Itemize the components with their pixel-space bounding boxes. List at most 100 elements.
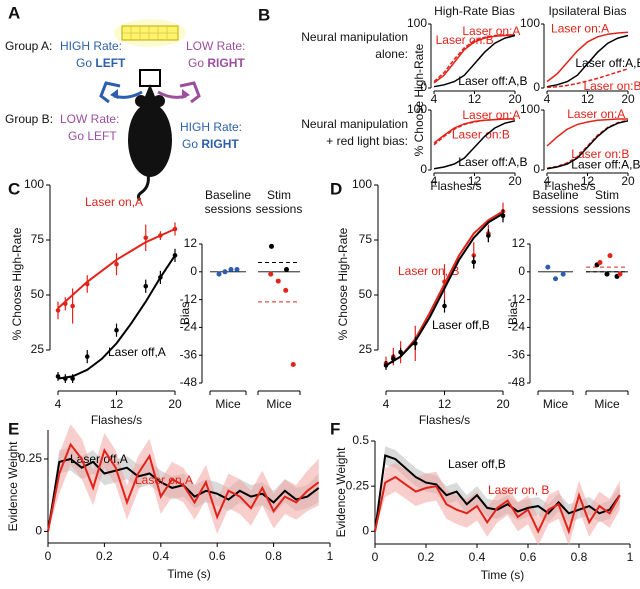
x-tick-label: 0.2 [96, 549, 113, 563]
fit-line [385, 212, 504, 367]
column-title: Ipsilateral Bias [548, 4, 626, 18]
x-axis-label: Flashes/s [544, 179, 595, 193]
y-tick-label: 0 [420, 80, 427, 94]
x-axis-label: Flashes/s [419, 413, 470, 427]
x-axis-label: Flashes/s [430, 179, 481, 193]
bias-point [216, 271, 222, 277]
y-tick-label: 100 [407, 102, 427, 116]
legend-label: Laser off,B [448, 457, 506, 471]
row-label: Neural manipulation [301, 117, 408, 131]
data-point [486, 233, 491, 238]
go: Go [182, 137, 198, 151]
group-title: sessions [532, 202, 579, 216]
x-tick-label: 12 [110, 397, 124, 411]
x-tick-label: 4 [544, 174, 551, 188]
direction: RIGHT [207, 56, 245, 70]
y-axis-label: % Choose High-Rate [412, 43, 426, 156]
y-tick-label: 50 [359, 287, 373, 301]
bias-point [607, 253, 613, 259]
legend-label: Laser off:A,B [458, 74, 527, 88]
y-tick-label: 0 [533, 80, 540, 94]
curve [546, 34, 629, 88]
y-tick-label: -24 [180, 320, 198, 334]
y-axis-label: Evidence Weight [334, 447, 348, 537]
bias-point [604, 271, 610, 277]
group-x-label: Mice [543, 397, 569, 411]
data-point [442, 303, 447, 309]
data-point [172, 226, 178, 232]
group-x-label: Mice [266, 397, 292, 411]
data-point [70, 376, 75, 381]
group-label: Group A: [5, 39, 52, 53]
y-tick-label: 12 [184, 236, 198, 250]
x-tick-label: 12 [581, 174, 595, 188]
data-point [55, 374, 61, 379]
data-point [412, 341, 418, 346]
bias-point [228, 266, 234, 272]
group-title: sessions [256, 202, 303, 216]
row-label: Neural manipulation [301, 30, 408, 44]
y-tick-label: 0 [518, 264, 525, 278]
data-point [55, 308, 61, 313]
x-axis-label: Time (s) [481, 568, 525, 582]
weight-line [374, 454, 621, 532]
row-label: alone: [375, 47, 408, 61]
y-tick-label: 0 [533, 162, 540, 176]
y-tick-label: 0 [420, 162, 427, 176]
legend-label: Laser on, B [398, 264, 459, 278]
rule-text: LOW Rate: [60, 112, 119, 126]
x-tick-label: 0.6 [520, 550, 537, 564]
curve [546, 31, 629, 83]
y-tick-label: 0 [362, 524, 369, 538]
y-tick-label: -36 [180, 347, 198, 361]
direction: LEFT [87, 129, 117, 143]
y-tick-label: 75 [359, 232, 373, 246]
legend-label: Laser off:A,B [571, 157, 640, 171]
data-point [114, 261, 119, 267]
data-point [442, 279, 447, 285]
x-tick-label: 4 [431, 92, 438, 106]
legend-label: Laser on:A [567, 107, 625, 121]
legend-label: Laser off,B [432, 318, 490, 332]
y-tick-label: -48 [508, 375, 526, 389]
x-tick-label: 20 [508, 174, 522, 188]
y-tick-label: 100 [24, 177, 44, 191]
x-tick-label: 20 [496, 397, 510, 411]
x-tick-label: 0 [372, 550, 379, 564]
y-tick-label: -12 [180, 292, 198, 306]
x-tick-label: 20 [621, 174, 635, 188]
y-axis-label: Evidence Weight [6, 441, 20, 531]
curve [546, 118, 628, 147]
bias-point [560, 271, 566, 277]
data-point [391, 356, 396, 362]
x-tick-label: 12 [468, 92, 482, 106]
data-point [500, 213, 506, 219]
group-title: sessions [205, 202, 252, 216]
y-tick-label: 0.25 [19, 451, 43, 465]
x-tick-label: 12 [468, 174, 482, 188]
y-tick-label: 0.25 [346, 478, 370, 492]
x-tick-label: 0.4 [152, 549, 169, 563]
y-tick-label: -12 [508, 292, 526, 306]
data-point [158, 275, 163, 280]
x-axis-label: Time (s) [167, 567, 211, 581]
legend-label: Laser on,A [135, 473, 193, 487]
rule-text: HIGH Rate: [180, 120, 242, 134]
rule-text: Go LEFT [68, 129, 117, 143]
y-tick-label: 100 [407, 16, 427, 30]
data-point [158, 233, 163, 238]
y-tick-label: 100 [520, 102, 540, 116]
y-axis-label: % Choose High-Rate [10, 227, 24, 340]
panel-letter: D [330, 179, 342, 198]
curve [546, 68, 629, 89]
left-port [99, 81, 121, 104]
legend-label: Laser on:B [436, 33, 494, 47]
data-point [172, 253, 178, 258]
right-port [179, 81, 201, 104]
y-tick-label: 0 [190, 264, 197, 278]
data-point [84, 354, 90, 359]
legend-label: Laser off:A,B [458, 155, 527, 169]
panel-letter: B [258, 5, 270, 24]
rule-text: Go RIGHT [188, 56, 245, 70]
